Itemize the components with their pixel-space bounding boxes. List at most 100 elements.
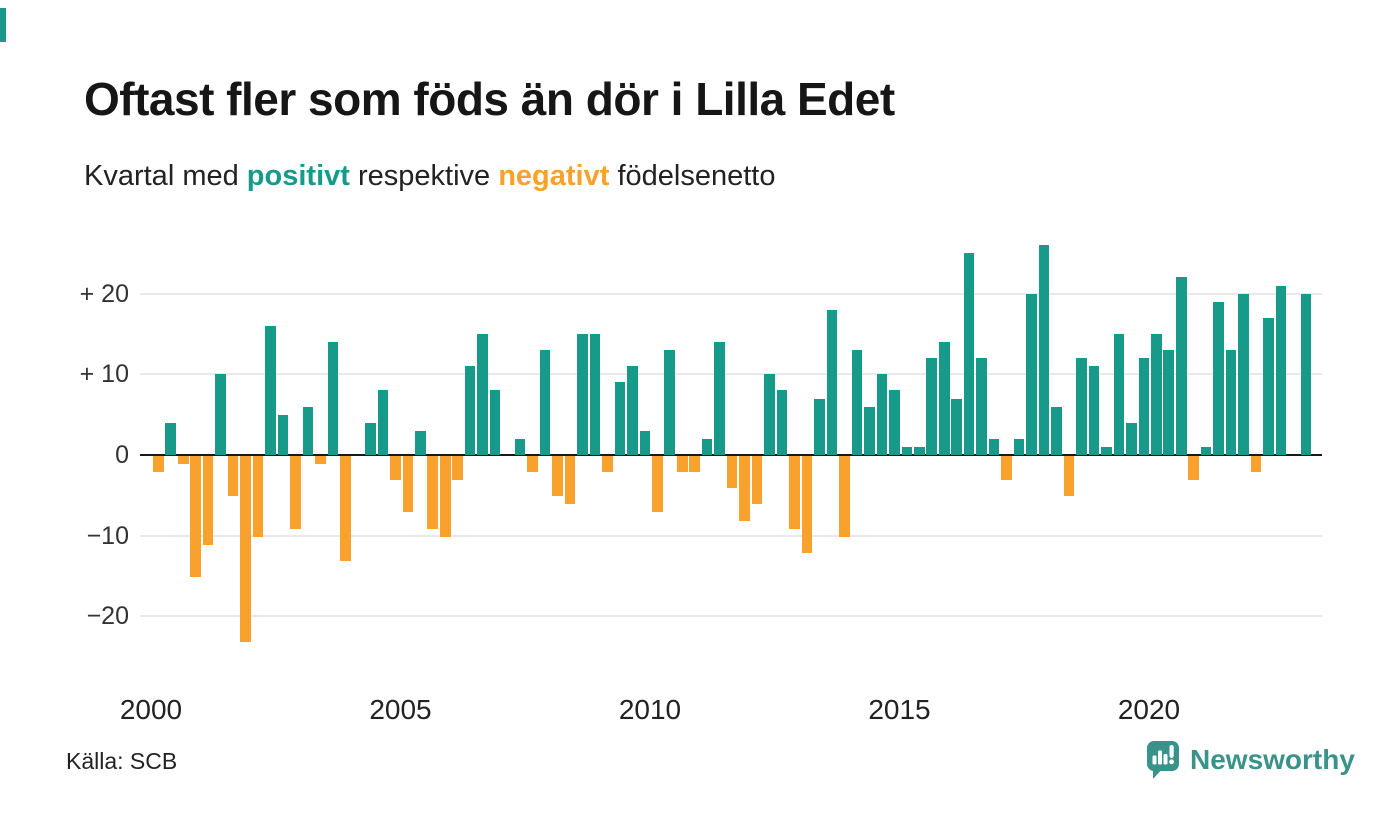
bar-2005-K1 bbox=[402, 456, 414, 513]
bar-2010-K2 bbox=[664, 350, 676, 455]
bar-2013-K1 bbox=[801, 456, 813, 553]
bar-2015-K2 bbox=[913, 446, 925, 455]
bar-2015-K3 bbox=[926, 358, 938, 455]
bar-2014-K3 bbox=[876, 374, 888, 455]
bar-2005-K4 bbox=[439, 456, 451, 537]
bar-2021-K4 bbox=[1238, 293, 1249, 455]
negative-legend-word: negativt bbox=[498, 160, 610, 192]
bar-2001-K4 bbox=[240, 456, 251, 642]
bar-2013-K4 bbox=[839, 456, 850, 537]
bar-2016-K2 bbox=[963, 253, 975, 455]
bar-2001-K3 bbox=[227, 456, 239, 497]
bar-2013-K3 bbox=[826, 309, 838, 455]
x-axis-tick-2010: 2010 bbox=[618, 694, 682, 725]
bar-2020-K1 bbox=[1151, 333, 1162, 455]
subtitle-text-3: födelsenetto bbox=[609, 160, 776, 192]
newsworthy-brand-text: Newsworthy bbox=[1190, 744, 1355, 775]
x-axis-tick-2015: 2015 bbox=[868, 694, 931, 725]
bar-2002-K3 bbox=[277, 414, 289, 455]
gridline-10 bbox=[140, 373, 1322, 376]
bar-2017-K3 bbox=[1026, 293, 1037, 455]
bar-2009-K2 bbox=[614, 382, 626, 455]
bar-2006-K3 bbox=[477, 333, 488, 455]
bar-2014-K4 bbox=[889, 390, 900, 455]
bar-2007-K2 bbox=[514, 438, 526, 455]
y-axis-tick--20: −20 bbox=[86, 602, 129, 631]
x-axis-tick-2000: 2000 bbox=[119, 694, 183, 725]
bar-2001-K2 bbox=[215, 374, 226, 455]
bar-2008-K2 bbox=[564, 456, 576, 505]
y-axis-tick--10: −10 bbox=[86, 521, 129, 550]
gridline-0 bbox=[140, 454, 1322, 456]
bar-2019-K2 bbox=[1113, 333, 1125, 455]
bar-2021-K3 bbox=[1225, 350, 1237, 455]
bar-2007-K3 bbox=[527, 456, 538, 473]
bar-2012-K2 bbox=[764, 374, 775, 455]
bar-2021-K1 bbox=[1200, 446, 1212, 455]
bar-2013-K2 bbox=[814, 398, 825, 455]
bar-2005-K2 bbox=[414, 430, 426, 455]
bar-2019-K4 bbox=[1138, 358, 1150, 455]
bar-2000-K3 bbox=[177, 456, 189, 465]
y-axis-tick-20: + 20 bbox=[79, 279, 129, 308]
bar-2006-K4 bbox=[489, 390, 501, 455]
x-axis-tick-2020: 2020 bbox=[1117, 694, 1181, 725]
gridline--20 bbox=[140, 615, 1322, 618]
bar-2016-K1 bbox=[951, 398, 962, 455]
bar-2018-K1 bbox=[1051, 406, 1062, 455]
bar-2022-K2 bbox=[1263, 317, 1274, 455]
bar-2015-K4 bbox=[938, 342, 950, 455]
bar-2019-K3 bbox=[1126, 422, 1137, 455]
bar-2010-K1 bbox=[652, 456, 663, 513]
bar-2009-K1 bbox=[602, 456, 613, 473]
bar-2011-K1 bbox=[701, 438, 713, 455]
top-left-accent-mark bbox=[0, 8, 6, 42]
bar-2018-K4 bbox=[1088, 366, 1100, 455]
bar-2006-K2 bbox=[464, 366, 476, 455]
bar-2011-K4 bbox=[739, 456, 750, 521]
bar-2008-K3 bbox=[577, 333, 588, 455]
newsworthy-brand: Newsworthy bbox=[1146, 740, 1355, 780]
subtitle-text-1: Kvartal med bbox=[84, 160, 247, 192]
chart-title: Oftast fler som föds än dör i Lilla Edet bbox=[84, 73, 895, 125]
bar-2015-K1 bbox=[901, 446, 913, 455]
bar-2000-K1 bbox=[153, 456, 164, 473]
source-label: Källa: SCB bbox=[66, 748, 178, 774]
bar-2019-K1 bbox=[1101, 446, 1112, 455]
bar-2018-K2 bbox=[1063, 456, 1075, 497]
bar-2017-K4 bbox=[1038, 245, 1050, 455]
bar-2000-K4 bbox=[190, 456, 202, 578]
bar-2002-K1 bbox=[252, 456, 264, 537]
bar-2001-K1 bbox=[202, 456, 214, 545]
bar-2005-K3 bbox=[427, 456, 439, 529]
bar-2020-K3 bbox=[1175, 277, 1187, 455]
bar-2016-K3 bbox=[976, 358, 987, 455]
bar-2020-K2 bbox=[1163, 350, 1175, 455]
bar-2004-K4 bbox=[390, 456, 401, 481]
bar-2010-K3 bbox=[676, 456, 688, 473]
positive-legend-word: positivt bbox=[246, 160, 350, 192]
bar-2003-K4 bbox=[340, 456, 351, 561]
bar-2004-K2 bbox=[365, 422, 376, 455]
bar-2021-K2 bbox=[1213, 301, 1224, 455]
bar-2014-K1 bbox=[851, 350, 863, 455]
bar-2000-K2 bbox=[165, 422, 177, 455]
bar-2011-K3 bbox=[726, 456, 738, 489]
bar-2009-K3 bbox=[627, 366, 638, 455]
bar-2022-K1 bbox=[1250, 456, 1262, 473]
bar-2009-K4 bbox=[639, 430, 651, 455]
bar-2022-K3 bbox=[1275, 285, 1287, 455]
bar-2010-K4 bbox=[689, 456, 701, 473]
bar-2012-K3 bbox=[776, 390, 788, 455]
bar-2006-K1 bbox=[452, 456, 463, 481]
bar-2017-K2 bbox=[1013, 438, 1025, 455]
bar-2007-K4 bbox=[539, 350, 551, 455]
gridline-20 bbox=[140, 292, 1322, 295]
bar-2012-K1 bbox=[751, 456, 763, 505]
bar-2002-K4 bbox=[290, 456, 301, 529]
bar-2011-K2 bbox=[714, 342, 725, 455]
newsworthy-logo-icon bbox=[1147, 741, 1179, 779]
bar-2012-K4 bbox=[789, 456, 800, 529]
